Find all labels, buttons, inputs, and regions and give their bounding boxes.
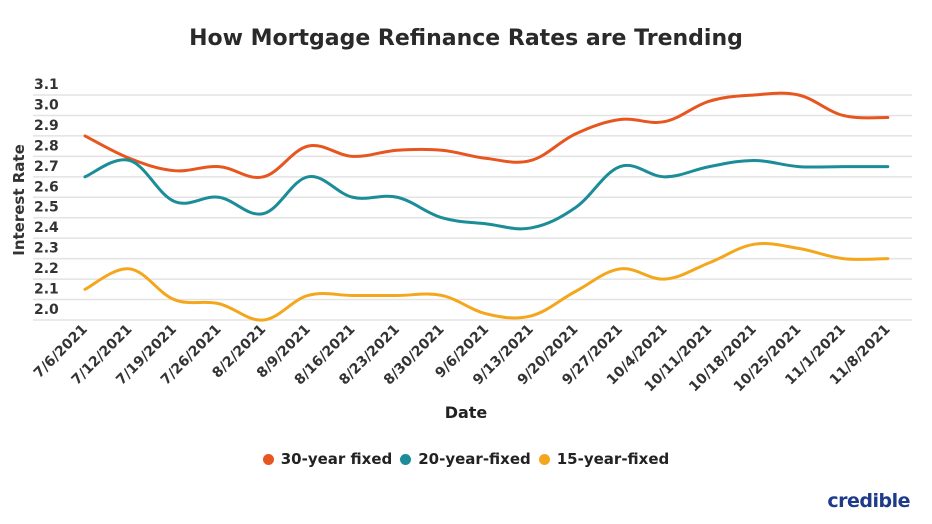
- y-tick-label: 2.8: [34, 138, 59, 154]
- y-tick-label: 2.2: [34, 261, 59, 277]
- series-line-3: [83, 242, 890, 322]
- legend-item: 20-year-fixed: [400, 450, 531, 468]
- y-tick-label: 2.4: [34, 220, 59, 236]
- y-tick-label: 2.5: [34, 200, 59, 216]
- chart-title: How Mortgage Refinance Rates are Trendin…: [189, 26, 743, 51]
- legend-label: 30-year fixed: [280, 450, 393, 468]
- legend-label: 20-year-fixed: [418, 450, 531, 468]
- legend: 30-year fixed 20-year-fixed 15-year-fixed: [0, 450, 932, 469]
- y-tick-label: 2.3: [34, 241, 59, 257]
- legend-item: 15-year-fixed: [538, 450, 670, 468]
- credible-logo: credible: [827, 490, 910, 512]
- legend-dot-icon: [262, 453, 274, 465]
- legend-label: 15-year-fixed: [556, 450, 670, 468]
- legend-dot-icon: [400, 453, 412, 465]
- y-axis-label: Interest Rate: [10, 144, 28, 256]
- y-tick-label: 2.1: [34, 282, 59, 298]
- y-tick-label: 2.7: [34, 159, 59, 175]
- legend-dot-icon: [538, 453, 550, 465]
- y-tick-label: 2.0: [34, 302, 59, 318]
- legend-item: 30-year fixed: [262, 450, 393, 468]
- y-tick-label: 3.1: [34, 77, 59, 93]
- y-tick-label: 3.0: [34, 97, 59, 113]
- y-tick-label: 2.6: [34, 179, 59, 195]
- x-axis-label: Date: [444, 403, 488, 422]
- y-tick-label: 2.9: [34, 118, 59, 134]
